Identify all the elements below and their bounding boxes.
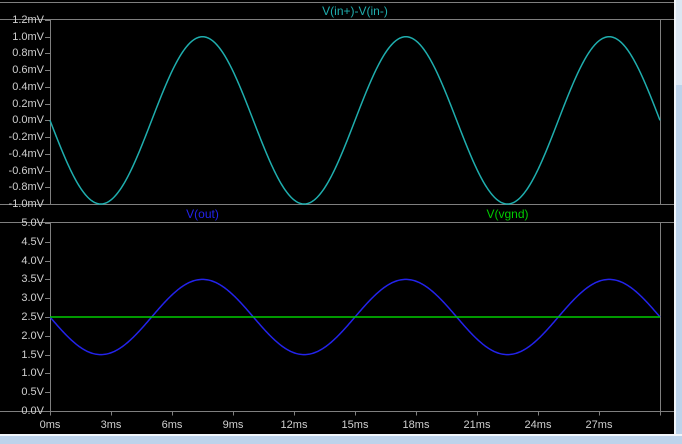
y-tick-label: -0.8mV bbox=[8, 181, 44, 193]
y-tick-label: 1.0mV bbox=[12, 31, 44, 43]
x-tick-label: 12ms bbox=[280, 419, 308, 431]
y-tick-label: 5.0V bbox=[21, 217, 44, 229]
bottom-scrollbar[interactable] bbox=[0, 434, 682, 444]
y-tick-label: 0.0V bbox=[21, 405, 44, 417]
right-scrollbar[interactable] bbox=[674, 0, 682, 436]
y-tick-label: 1.5V bbox=[21, 349, 44, 361]
y-tick-label: 0.8mV bbox=[12, 47, 44, 59]
y-tick-label: 2.0V bbox=[21, 330, 44, 342]
y-tick-label: 3.0V bbox=[21, 292, 44, 304]
y-tick-label: 0.0mV bbox=[12, 114, 44, 126]
y-tick-label: 0.5V bbox=[21, 386, 44, 398]
y-tick-label: 2.5V bbox=[21, 311, 44, 323]
y-tick-label: -0.6mV bbox=[8, 165, 44, 177]
x-tick-label: 24ms bbox=[524, 419, 552, 431]
x-tick-label: 3ms bbox=[100, 419, 122, 431]
y-tick-label: 0.6mV bbox=[12, 64, 44, 76]
y-tick-label: 1.2mV bbox=[12, 14, 44, 26]
trace-label-vgnd[interactable]: V(vgnd) bbox=[486, 207, 529, 221]
trace-label-vin-diff[interactable]: V(in+)-V(in-) bbox=[322, 4, 388, 18]
x-tick-label: 27ms bbox=[585, 419, 613, 431]
trace-v-in-v-in- bbox=[49, 35, 661, 205]
y-tick-label: -1.0mV bbox=[8, 198, 44, 210]
y-tick-label: 4.5V bbox=[21, 236, 44, 248]
trace-label-vout[interactable]: V(out) bbox=[186, 207, 219, 221]
x-tick-label: 0ms bbox=[39, 419, 61, 431]
x-tick-label: 6ms bbox=[161, 419, 183, 431]
x-tick-label: 21ms bbox=[463, 419, 491, 431]
y-tick-label: -0.4mV bbox=[8, 148, 44, 160]
y-tick-label: 3.5V bbox=[21, 273, 44, 285]
y-tick-label: -0.2mV bbox=[8, 131, 44, 143]
x-tick-label: 18ms bbox=[402, 419, 430, 431]
right-scrollbar-thumb[interactable] bbox=[676, 0, 682, 85]
x-tick-label: 15ms bbox=[341, 419, 369, 431]
y-tick-label: 1.0V bbox=[21, 367, 44, 379]
y-tick-label: 0.4mV bbox=[12, 81, 44, 93]
y-tick-label: 0.2mV bbox=[12, 98, 44, 110]
x-tick-label: 9ms bbox=[222, 419, 244, 431]
y-tick-label: 4.0V bbox=[21, 255, 44, 267]
